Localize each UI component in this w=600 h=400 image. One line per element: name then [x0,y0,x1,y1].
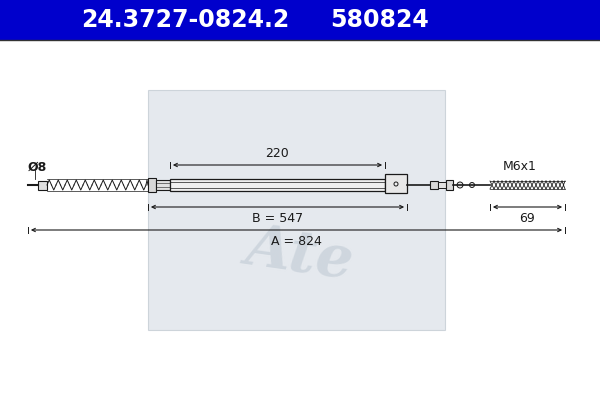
Bar [38,180,47,190]
Bar [446,180,453,190]
Bar [148,178,156,192]
Text: Ate: Ate [242,220,358,290]
Text: M6x1: M6x1 [503,160,537,174]
Text: 580824: 580824 [331,8,430,32]
Text: Ø8: Ø8 [28,160,47,174]
Circle shape [470,182,475,188]
Circle shape [394,182,398,186]
Text: 220: 220 [266,147,289,160]
Bar [438,182,446,188]
Text: A = 824: A = 824 [271,235,322,248]
Bar [170,179,385,191]
Text: B = 547: B = 547 [252,212,303,225]
Text: 24.3727-0824.2: 24.3727-0824.2 [81,8,289,32]
Circle shape [457,182,463,188]
Bar [430,181,438,189]
Bar [0,0,600,40]
Bar [148,90,445,330]
Text: 69: 69 [520,212,535,225]
Bar [385,174,407,193]
Bar [156,180,170,190]
